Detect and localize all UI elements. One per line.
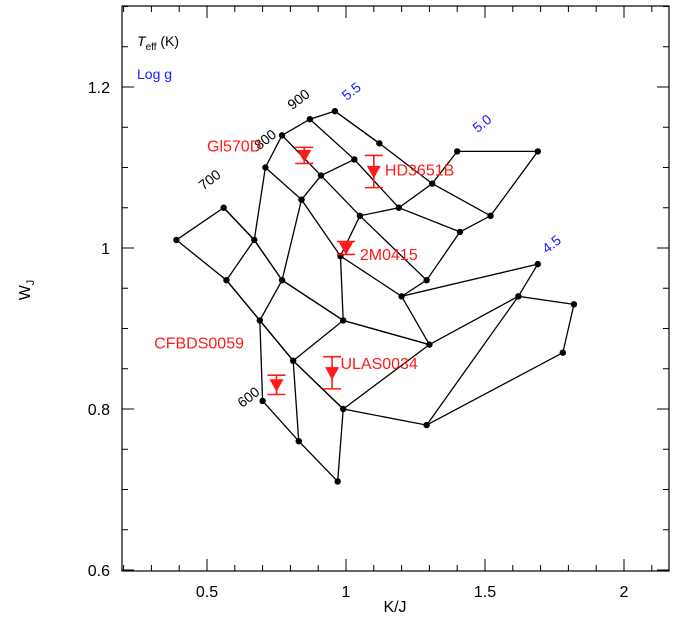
gravity-label: 5.5 — [339, 79, 364, 104]
grid-node — [278, 277, 286, 284]
teff-grid-line — [225, 279, 564, 426]
grid-node — [487, 212, 494, 219]
temperature-label: 600 — [234, 383, 262, 410]
y-tick-label: 0.8 — [88, 402, 110, 419]
gravity-label: 4.5 — [539, 232, 564, 257]
legend-logg: Log g — [137, 66, 172, 82]
object-label: 2M0415 — [360, 247, 418, 264]
gravity-label: 5.0 — [469, 111, 494, 136]
object-marker — [366, 165, 381, 179]
gravity-grid-line — [259, 320, 264, 401]
grid-node — [426, 341, 433, 348]
grid-node — [559, 349, 567, 356]
legend-teff-suffix: (K) — [157, 33, 180, 49]
object-marker — [269, 379, 284, 392]
gravity-grid-line — [223, 207, 430, 346]
grid-node — [223, 277, 230, 284]
grid-node — [356, 212, 364, 219]
grid-node — [534, 260, 542, 268]
grid-node — [534, 148, 542, 155]
grid-node — [454, 148, 461, 155]
gravity-grid-line — [426, 263, 539, 426]
y-tick-labels: 0.6 0.8 1 1.2 — [88, 80, 110, 580]
model-grid — [176, 110, 575, 482]
object-label: HD3651B — [385, 163, 454, 180]
grid-node — [331, 107, 339, 115]
x-tick-label: 1.5 — [474, 584, 496, 601]
grid-node — [173, 236, 180, 244]
y-axis-label-main: W — [17, 284, 34, 300]
object-label: Gl570D — [207, 138, 261, 155]
grid-node — [306, 116, 314, 123]
grid-node — [220, 204, 227, 211]
grid-node — [298, 196, 305, 203]
object-label: ULAS0034 — [340, 356, 417, 373]
grid-node — [428, 180, 436, 187]
legend-teff: Teff (K) — [137, 33, 179, 53]
y-axis-label-sub: J — [25, 280, 37, 286]
grid-node — [251, 236, 258, 244]
teff-grid-line — [264, 167, 538, 297]
grid-node — [334, 478, 341, 485]
grid-node — [262, 164, 269, 171]
object-label: CFBDS0059 — [154, 336, 244, 353]
grid-node — [515, 293, 522, 300]
grid-node — [340, 317, 347, 324]
legend: Teff (K) Log g — [137, 33, 179, 82]
axis-ticks — [122, 6, 669, 571]
grid-node — [351, 156, 358, 163]
y-tick-label: 1.2 — [88, 80, 110, 97]
temperature-label: 900 — [284, 86, 312, 113]
gravity-grid-line — [225, 110, 380, 281]
gravity-grid-line — [337, 408, 344, 482]
grid-node — [398, 293, 405, 300]
x-tick-label: 1 — [342, 584, 351, 601]
grid-node — [395, 204, 403, 211]
objects: Gl570D HD3651B 2M0415 CFBDS0059 ULAS0034 — [154, 138, 454, 396]
y-axis-label: WJ — [17, 280, 37, 301]
legend-teff-prefix: T — [137, 33, 147, 49]
gravity-grid-line — [292, 360, 300, 442]
object-marker — [325, 367, 340, 380]
grid-node — [256, 317, 264, 324]
grid-node — [456, 228, 464, 236]
y-tick-label: 1 — [101, 241, 110, 258]
plot-frame — [121, 5, 670, 572]
x-tick-labels: 0.5 1 1.5 2 — [196, 584, 629, 601]
x-axis-label: K/J — [383, 599, 406, 616]
teff-grid-line — [309, 118, 461, 233]
temperature-label: 700 — [195, 166, 223, 193]
grid-node — [570, 301, 578, 308]
y-tick-label: 0.6 — [88, 563, 110, 580]
grid-node — [295, 438, 302, 445]
gravity-grid-line — [562, 304, 575, 353]
legend-teff-sub: eff — [146, 42, 157, 53]
object-marker — [297, 149, 312, 163]
object-marker — [339, 242, 353, 255]
grid-node — [289, 357, 297, 364]
grid-node — [317, 172, 325, 179]
teff-grid-line — [176, 206, 575, 346]
model-grid-nodes — [173, 107, 578, 485]
grid-node — [423, 421, 430, 429]
grid-node — [376, 140, 383, 147]
grid-node — [423, 277, 430, 284]
x-tick-label: 0.5 — [196, 584, 218, 601]
grid-node — [259, 397, 266, 405]
grid-node — [278, 132, 286, 139]
x-tick-label: 2 — [620, 584, 629, 601]
grid-node — [340, 405, 347, 413]
